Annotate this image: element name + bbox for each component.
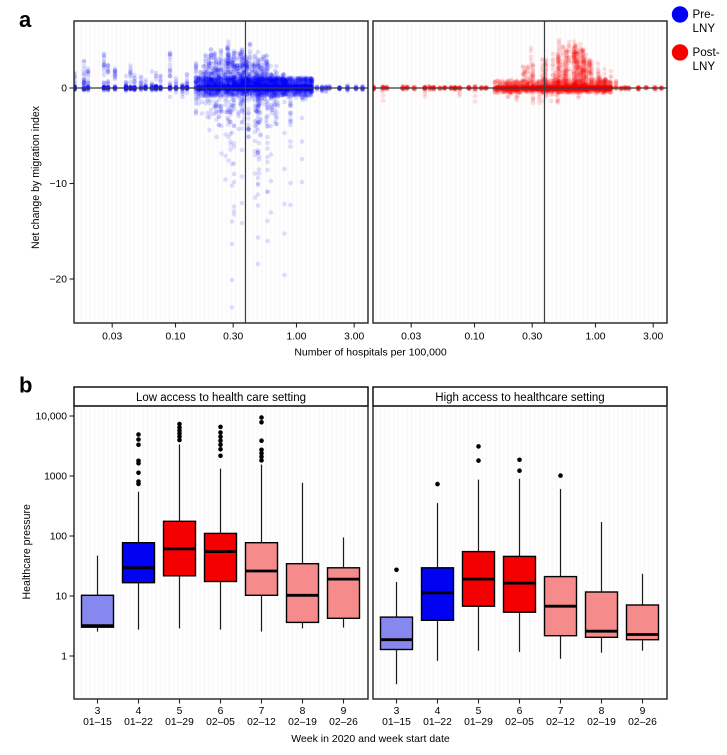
svg-text:−20: −20 xyxy=(50,275,68,286)
svg-text:0.10: 0.10 xyxy=(165,332,185,343)
svg-text:b: b xyxy=(19,373,32,398)
svg-text:−10: −10 xyxy=(50,179,68,190)
svg-text:Low access to health care sett: Low access to health care setting xyxy=(136,392,306,404)
svg-text:LNY: LNY xyxy=(693,60,716,73)
svg-text:3: 3 xyxy=(95,706,101,717)
svg-text:01–15: 01–15 xyxy=(382,717,411,728)
svg-text:Number of hospitals per 100,00: Number of hospitals per 100,000 xyxy=(294,347,447,359)
svg-text:0.03: 0.03 xyxy=(102,332,122,343)
svg-text:0: 0 xyxy=(61,84,67,95)
svg-text:1: 1 xyxy=(61,652,67,663)
svg-text:Pre-: Pre- xyxy=(693,8,715,21)
svg-text:1.00: 1.00 xyxy=(286,332,306,343)
svg-text:Net change by migration index: Net change by migration index xyxy=(30,105,42,249)
svg-text:0.30: 0.30 xyxy=(223,332,243,343)
svg-text:1.00: 1.00 xyxy=(585,332,605,343)
svg-text:LNY: LNY xyxy=(693,22,716,35)
svg-text:3.00: 3.00 xyxy=(344,332,364,343)
svg-text:3: 3 xyxy=(394,706,400,717)
svg-text:High access to healthcare sett: High access to healthcare setting xyxy=(435,392,604,404)
svg-text:0.30: 0.30 xyxy=(522,332,542,343)
svg-text:3.00: 3.00 xyxy=(643,332,663,343)
svg-text:a: a xyxy=(19,7,32,32)
svg-text:0.10: 0.10 xyxy=(464,332,484,343)
svg-text:0.03: 0.03 xyxy=(401,332,421,343)
svg-text:4: 4 xyxy=(136,706,142,717)
svg-text:10,000: 10,000 xyxy=(36,412,68,423)
svg-text:1000: 1000 xyxy=(44,472,67,483)
svg-text:100: 100 xyxy=(50,532,67,543)
svg-text:10: 10 xyxy=(56,592,68,603)
svg-text:01–15: 01–15 xyxy=(83,717,112,728)
svg-text:Post-: Post- xyxy=(693,46,720,59)
